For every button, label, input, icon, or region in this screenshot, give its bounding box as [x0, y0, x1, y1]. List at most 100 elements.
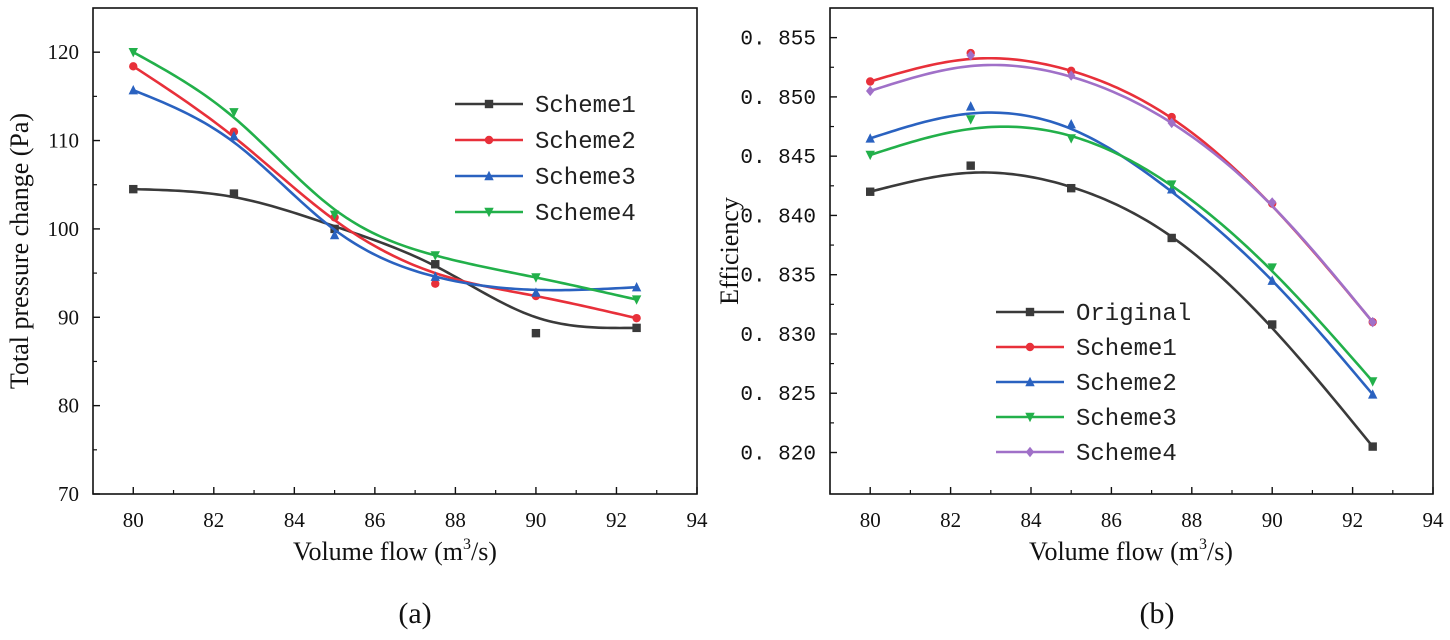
- legend-label: Scheme1: [1076, 336, 1177, 363]
- series-line-original: [869, 171, 1374, 448]
- chart-panel-a: 80 82 84 86 88 90 92 94 70 80 90 100 110 120 Volume fl…: [5, 7, 708, 630]
- y-tick-label: 0. 820: [740, 444, 816, 467]
- x-tick-label: 88: [1181, 508, 1202, 532]
- series-scheme3: [865, 115, 1378, 387]
- x-axis-label-main: Volume flow (m: [293, 537, 463, 566]
- data-point: [229, 130, 239, 141]
- y-tick-label: 70: [58, 482, 79, 506]
- series-line-scheme4: [132, 51, 637, 301]
- plot-frame: [92, 7, 698, 495]
- data-point: [1067, 70, 1076, 81]
- data-point: [128, 84, 138, 95]
- legend-label: Scheme3: [535, 165, 636, 192]
- data-point: [430, 271, 440, 281]
- x-tick-label: 90: [1262, 508, 1283, 532]
- legend-marker: [1025, 342, 1035, 352]
- y-tick-label: 80: [58, 394, 79, 418]
- series-line-scheme1: [133, 187, 637, 330]
- legend-label: Scheme4: [1076, 441, 1177, 468]
- x-tick-label: 82: [940, 508, 961, 532]
- x-tick-label: 88: [445, 508, 466, 532]
- data-point: [1368, 377, 1378, 387]
- plot-frame: [829, 7, 1434, 495]
- x-tick-label: 86: [364, 508, 385, 532]
- series-line-scheme3: [132, 88, 637, 292]
- data-point: [1167, 112, 1176, 122]
- legend-label: Scheme4: [535, 201, 636, 228]
- y-tick-label: 0. 840: [740, 206, 816, 229]
- data-point: [129, 62, 138, 71]
- data-point: [631, 282, 642, 292]
- y-tick-label: 0. 845: [740, 147, 816, 170]
- data-point: [632, 313, 641, 323]
- data-point: [1267, 275, 1277, 285]
- legend-marker: [1025, 307, 1035, 317]
- y-tick-label: 0. 825: [740, 384, 816, 407]
- data-point: [531, 328, 541, 338]
- data-point: [1066, 134, 1076, 144]
- series-original: [866, 161, 1377, 451]
- data-point: [966, 115, 976, 125]
- data-point: [1368, 316, 1377, 328]
- data-point: [1268, 320, 1277, 329]
- data-point: [229, 189, 239, 198]
- data-point: [866, 85, 875, 97]
- legend-marker: [1025, 376, 1035, 387]
- y-axis-label: Efficiency: [715, 197, 744, 305]
- data-point: [1268, 197, 1277, 208]
- y-tick-label: 0. 855: [740, 29, 816, 52]
- y-tick-label: 0. 850: [740, 88, 816, 111]
- data-point: [430, 251, 440, 261]
- x-axis-label: Volume flow (m3/s): [293, 536, 497, 566]
- x-axis-label-superscript: 3: [1199, 536, 1207, 553]
- series-line-scheme4: [869, 63, 1374, 323]
- data-point: [1368, 442, 1377, 451]
- x-tick-label: 86: [1101, 508, 1122, 532]
- data-point: [1167, 233, 1176, 243]
- data-point: [229, 108, 239, 118]
- y-tick-label: 120: [48, 40, 80, 64]
- y-tick-label: 0. 830: [740, 325, 816, 348]
- data-point: [866, 77, 875, 86]
- legend: Scheme1 Scheme2 Scheme3 Scheme4: [455, 93, 636, 228]
- legend-marker: [1025, 412, 1035, 423]
- series-scheme4: [128, 47, 642, 305]
- data-point: [966, 50, 975, 61]
- data-point: [329, 210, 340, 220]
- x-tick-label: 82: [203, 508, 224, 532]
- x-tick-label: 90: [525, 508, 546, 532]
- y-tick-label: 90: [58, 305, 79, 329]
- y-axis-label: Total pressure change (Pa): [5, 113, 34, 389]
- data-point: [1066, 118, 1076, 129]
- series-line-scheme1: [869, 56, 1374, 323]
- data-point: [866, 187, 875, 196]
- data-point: [631, 295, 642, 305]
- data-point: [1167, 180, 1177, 190]
- x-tick-label: 80: [860, 508, 881, 532]
- x-axis-label-end: /s): [471, 537, 497, 566]
- legend-marker: [484, 135, 494, 145]
- x-axis-label-end: /s): [1207, 537, 1233, 566]
- x-tick-label: 84: [284, 508, 306, 532]
- series-line-scheme2: [132, 65, 637, 320]
- data-point: [1368, 389, 1378, 399]
- series-scheme1: [866, 48, 1377, 327]
- legend-marker: [484, 170, 494, 181]
- series-line-scheme3: [869, 125, 1374, 383]
- data-point: [431, 260, 440, 269]
- data-point: [632, 323, 641, 333]
- chart-panel-b: 80 82 84 86 88 90 92 94 0. 820 0. 825 0. 830 0. 835…: [715, 7, 1444, 630]
- legend-label: Scheme2: [535, 129, 636, 156]
- legend-label: Scheme1: [535, 93, 636, 120]
- data-point: [329, 229, 340, 240]
- x-tick-label: 84: [1021, 508, 1043, 532]
- data-point: [1067, 183, 1076, 193]
- legend-marker: [484, 207, 494, 218]
- x-axis-label-superscript: 3: [463, 536, 471, 553]
- legend-label: Original: [1076, 301, 1191, 328]
- data-point: [531, 273, 541, 283]
- data-point: [531, 287, 541, 297]
- series-scheme4: [866, 50, 1377, 328]
- data-point: [966, 101, 976, 111]
